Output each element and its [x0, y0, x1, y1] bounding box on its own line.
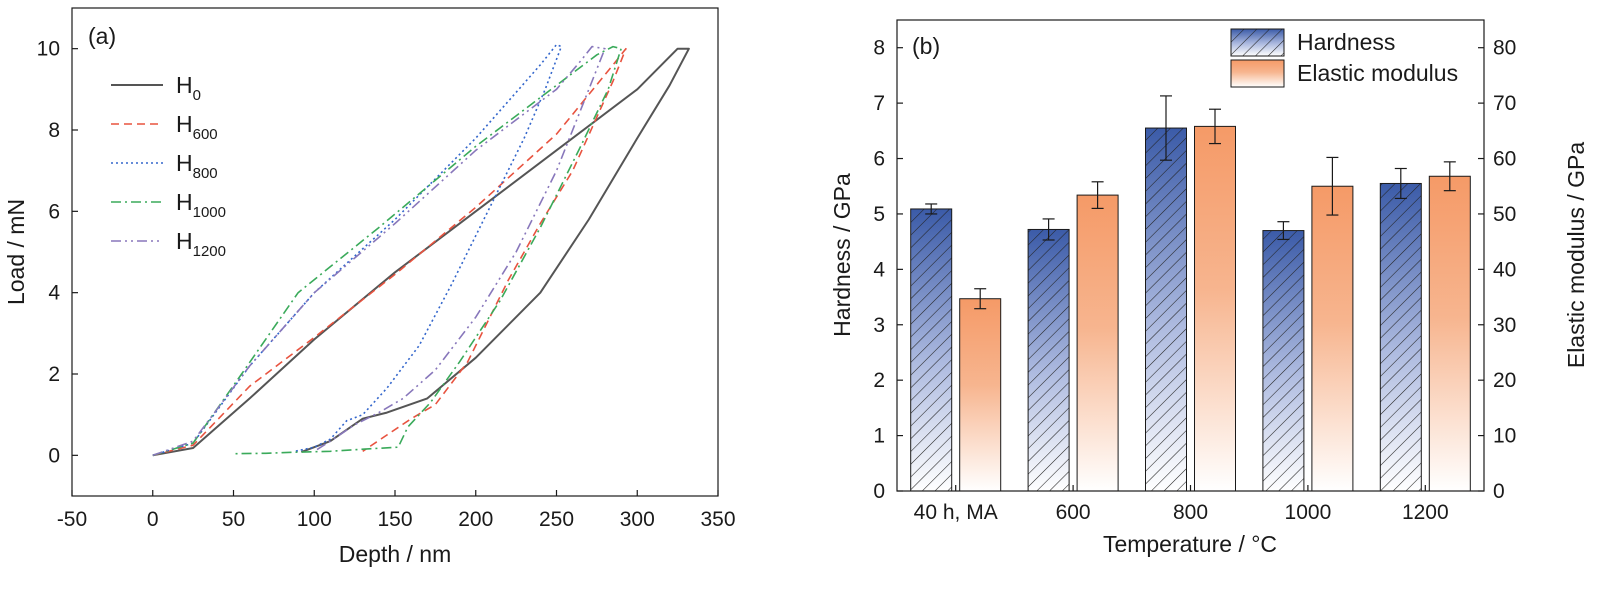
x-category-label: 40 h, MA [914, 501, 998, 524]
legend-label: Elastic modulus [1297, 60, 1458, 86]
legend-item-h800: H800 [111, 150, 218, 182]
legend-label: H1200 [176, 228, 226, 260]
hardness-error-bar [925, 203, 938, 215]
x-tick-label: 50 [222, 508, 245, 531]
y-tick-label: 10 [37, 38, 60, 61]
legend-item-h1000: H1000 [111, 189, 226, 221]
panel-b-right-y-axis-title: Elastic modulus / GPa [1563, 142, 1589, 368]
legend-item-h1200: H1200 [111, 228, 226, 260]
modulus-error-bar [1091, 181, 1104, 209]
panel-b-tag: (b) [912, 33, 940, 59]
y-tick-label: 0 [48, 444, 60, 467]
modulus-bar [959, 298, 1002, 492]
x-tick-label: 0 [147, 508, 159, 531]
panel-b-hardness-modulus-chart: 0 1 2 3 4 5 6 7 8 0 10 20 30 40 50 60 70 80 40 h, MA 600 8… [829, 19, 1589, 557]
panel-b-bars [910, 95, 1471, 492]
x-category-label: 1200 [1402, 501, 1449, 524]
modulus-bar [1311, 185, 1354, 492]
left-y-tick-label: 5 [873, 203, 885, 226]
modulus-error-bar [974, 288, 987, 310]
x-tick-label: 250 [539, 508, 574, 531]
panel-b-right-y-ticks: 0 10 20 30 40 50 60 70 80 [1478, 37, 1516, 503]
legend-item-h0: H0 [111, 72, 201, 104]
y-tick-label: 8 [48, 119, 60, 142]
legend-label: Hardness [1297, 29, 1395, 55]
legend-label: H800 [176, 150, 218, 182]
modulus-bar [1076, 194, 1119, 492]
x-tick-label: 100 [297, 508, 332, 531]
modulus-bar [1428, 175, 1471, 492]
x-category-label: 600 [1056, 501, 1091, 524]
left-y-tick-label: 6 [873, 148, 885, 171]
panel-b-x-ticks: 40 h, MA 600 800 1000 1200 [914, 485, 1449, 524]
hardness-error-bar [1160, 95, 1172, 161]
x-category-label: 1000 [1285, 501, 1332, 524]
legend-item-h600: H600 [111, 111, 218, 143]
x-tick-label: 200 [458, 508, 493, 531]
right-y-tick-label: 30 [1493, 314, 1516, 337]
modulus-error-bar [1443, 161, 1456, 192]
panel-a-plot-frame [71, 7, 719, 497]
hardness-bar [1262, 230, 1305, 492]
series-line-h0 [152, 47, 690, 457]
left-y-tick-label: 2 [873, 369, 885, 392]
left-y-tick-label: 7 [873, 92, 885, 115]
panel-a-x-ticks: -50 0 50 100 150 200 250 300 350 [57, 490, 736, 531]
panel-b-left-y-axis-title: Hardness / GPa [829, 173, 855, 337]
series-line-h800 [152, 43, 563, 457]
legend-label: H0 [176, 72, 201, 104]
right-y-tick-label: 50 [1493, 203, 1516, 226]
panel-a-tag: (a) [88, 23, 116, 49]
legend-label: H1000 [176, 189, 226, 221]
panel-a-x-axis-title: Depth / nm [339, 541, 452, 567]
series-line-h1200 [152, 45, 606, 457]
right-y-tick-label: 10 [1493, 425, 1516, 448]
x-tick-label: 300 [620, 508, 655, 531]
x-tick-label: 150 [377, 508, 412, 531]
series-line-h600 [152, 47, 627, 457]
right-y-tick-label: 70 [1493, 92, 1516, 115]
left-y-tick-label: 8 [873, 37, 885, 60]
y-tick-label: 2 [48, 363, 60, 386]
left-y-tick-label: 4 [873, 258, 885, 281]
legend-item-hardness: Hardness [1230, 28, 1395, 57]
right-y-tick-label: 20 [1493, 369, 1516, 392]
right-y-tick-label: 0 [1493, 480, 1505, 503]
x-tick-label: 350 [700, 508, 735, 531]
left-y-tick-label: 3 [873, 314, 885, 337]
hardness-bar [1027, 228, 1070, 492]
legend-label: H600 [176, 111, 218, 143]
left-y-tick-label: 0 [873, 480, 885, 503]
right-y-tick-label: 40 [1493, 258, 1516, 281]
hardness-error-bar [1394, 167, 1407, 200]
series-line-h1000 [152, 45, 622, 457]
modulus-bar [1194, 125, 1236, 492]
legend-swatch [1230, 59, 1285, 88]
modulus-error-bar [1326, 156, 1339, 216]
legend-item-modulus: Elastic modulus [1230, 59, 1458, 88]
x-category-label: 800 [1173, 501, 1208, 524]
hardness-error-bar [1042, 218, 1055, 241]
y-tick-label: 4 [48, 282, 60, 305]
left-y-tick-label: 1 [873, 425, 885, 448]
panel-a-y-ticks: 0 2 4 6 8 10 [37, 38, 78, 467]
panel-a-y-axis-title: Load / mN [3, 199, 29, 305]
y-tick-label: 6 [48, 200, 60, 223]
hardness-bar [1379, 182, 1422, 492]
hardness-bar [1145, 127, 1187, 492]
panel-b-legend: Hardness Elastic modulus [1230, 28, 1458, 88]
x-tick-label: -50 [57, 508, 87, 531]
right-y-tick-label: 80 [1493, 37, 1516, 60]
panel-b-x-axis-title: Temperature / °C [1103, 531, 1277, 557]
legend-swatch [1230, 28, 1285, 57]
panel-a-legend: H0 H600 H800 H1000 H1200 [111, 72, 226, 260]
hardness-bar [910, 208, 953, 492]
panel-b-left-y-ticks: 0 1 2 3 4 5 6 7 8 [873, 37, 903, 503]
modulus-error-bar [1209, 108, 1221, 145]
panel-a-series-lines [152, 43, 690, 457]
hardness-error-bar [1277, 221, 1290, 241]
right-y-tick-label: 60 [1493, 148, 1516, 171]
